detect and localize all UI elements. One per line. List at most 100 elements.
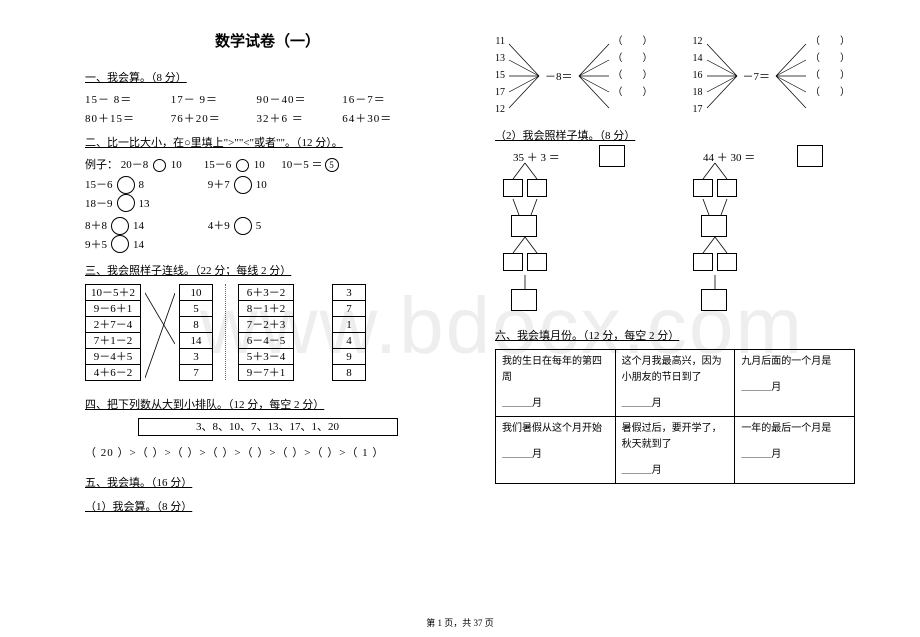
table-cell: 10 (179, 284, 213, 301)
cmp-right: 5 (256, 220, 262, 232)
sec1-row2: 80＋15＝ 76＋20＝ 32＋6 ＝ 64＋30＝ (85, 110, 450, 126)
sec1-row1: 15－ 8＝ 17－ 9＝ 90－40＝ 16－7＝ (85, 91, 450, 107)
match-lines-right (298, 284, 328, 380)
cmp-left: 4＋9 (208, 220, 230, 232)
table-cell: 14 (179, 332, 213, 349)
branch-result: （ ） (810, 85, 850, 100)
sec6-heading: 六、我会填月份。（12 分，每空 2 分） (495, 327, 855, 343)
sec2-example: 例子： 20－8 10 15－6 10 10－5 ＝5 (85, 156, 450, 172)
cmp-right: 14 (133, 220, 144, 232)
table-cell: 7－2＋3 (238, 316, 294, 333)
eq: 15－ 8＝ (85, 91, 167, 107)
cmp-left: 15－6 (204, 159, 232, 171)
branch-result: （ ） (810, 34, 850, 49)
cmp-left: 18－9 (85, 198, 113, 210)
month-table: 我的生日在每年的第四周＿＿＿月 这个月我最高兴，因为小朋友的节日到了＿＿＿月 九… (495, 349, 855, 484)
compare-circle-icon (153, 159, 166, 172)
branch-num: 17 (693, 102, 703, 117)
eq: 76＋20＝ (171, 110, 253, 126)
answer-box (693, 179, 713, 197)
cmp-right: 14 (133, 239, 144, 251)
branch-2: 12 14 16 18 17 －7＝ (693, 34, 851, 117)
answer-box (717, 253, 737, 271)
cmp-right: 13 (139, 198, 150, 210)
table-cell: 我们暑假从这个月开始＿＿＿月 (496, 417, 616, 484)
answer-box (717, 179, 737, 197)
cmp-right: 10 (171, 159, 182, 171)
eq: 80＋15＝ (85, 110, 167, 126)
sec5-heading: 五、我会填。（16 分） (85, 474, 450, 490)
table-cell: 9－4＋5 (85, 348, 141, 365)
branch-num: 16 (693, 68, 703, 83)
branch-num: 11 (495, 34, 505, 49)
sec2-heading: 二、比一比大小，在○里填上">""<"或者""。（12 分）。 (85, 134, 450, 150)
table-cell: 3 (332, 284, 366, 301)
eq: 17－ 9＝ (171, 91, 253, 107)
match-left-a: 10－5＋2 9－6＋1 2＋7－4 7＋1－2 9－4＋5 4＋6－2 (85, 284, 141, 380)
branch-result (613, 102, 653, 117)
table-cell: 6＋3－2 (238, 284, 294, 301)
table-cell: 9－7＋1 (238, 364, 294, 381)
table-cell: 2＋7－4 (85, 316, 141, 333)
branch-op: －8＝ (545, 68, 573, 84)
match-lines-left (145, 284, 175, 380)
sort-answer: （ 20 ）>（ ）>（ ）>（ ）>（ ）>（ ）>（ ）>（ 1 ） (85, 444, 450, 460)
table-cell: 6－4－5 (238, 332, 294, 349)
cmp-right: 10 (256, 179, 267, 191)
right-column: 11 13 15 17 12 －8＝ (465, 30, 870, 520)
table-cell: 5 (179, 300, 213, 317)
tree-diagrams: 35 ＋ 3 ＝ 44 ＋ 3 (495, 149, 855, 319)
table-cell: 7＋1－2 (85, 332, 141, 349)
table-cell: 九月后面的一个月是＿＿＿月 (735, 350, 855, 417)
compare-circle-icon (117, 176, 135, 194)
answer-box (527, 253, 547, 271)
cmp-left: 20－8 (121, 159, 149, 171)
table-cell: 9－6＋1 (85, 300, 141, 317)
branch-op: －7＝ (743, 68, 771, 84)
cmp-right: 8 (139, 179, 145, 191)
branch-result (810, 102, 850, 117)
branch-result: （ ） (613, 85, 653, 100)
table-cell: 8 (332, 364, 366, 381)
table-cell: 10－5＋2 (85, 284, 141, 301)
branch-result: （ ） (613, 68, 653, 83)
cmp-left: 15－6 (85, 179, 113, 191)
branch-result: （ ） (810, 51, 850, 66)
table-cell: 8 (179, 316, 213, 333)
eq: 16－7＝ (342, 91, 424, 107)
answer-box (693, 253, 713, 271)
eq: 90－40＝ (257, 91, 339, 107)
dotted-separator (225, 284, 226, 380)
table-cell: 4＋6－2 (85, 364, 141, 381)
answer-box (527, 179, 547, 197)
table-cell: 8－1＋2 (238, 300, 294, 317)
match-right-b: 3 7 1 4 9 8 (332, 284, 366, 380)
branch-lines-icon (772, 36, 808, 116)
table-cell: 7 (332, 300, 366, 317)
branch-diagrams: 11 13 15 17 12 －8＝ (495, 34, 855, 117)
compare-circle-icon (111, 235, 129, 253)
sec2-row2: 8＋8 14 4＋9 5 9＋5 14 (85, 217, 450, 254)
table-cell: 9 (332, 348, 366, 365)
cmp-left: 8＋8 (85, 220, 107, 232)
page: 数学试卷（一） 一、我会算。（8 分） 15－ 8＝ 17－ 9＝ 90－40＝… (0, 0, 920, 520)
branch-num: 17 (495, 85, 505, 100)
example-label: 例子： (85, 159, 118, 171)
compare-circle-icon (111, 217, 129, 235)
compare-circle-icon (234, 176, 252, 194)
table-cell: 7 (179, 364, 213, 381)
compare-circle-icon (236, 159, 249, 172)
match-right-a: 6＋3－2 8－1＋2 7－2＋3 6－4－5 5＋3－4 9－7＋1 (238, 284, 294, 380)
cmp-right: 10 (254, 159, 265, 171)
compare-circle-icon (234, 217, 252, 235)
cmp-left: 10－5 (281, 159, 309, 171)
cmp-left: 9＋5 (85, 239, 107, 251)
branch-num: 12 (693, 34, 703, 49)
branch-num: 14 (693, 51, 703, 66)
branch-result: （ ） (810, 68, 850, 83)
branch-lines-icon (705, 36, 741, 116)
table-cell: 一年的最后一个月是＿＿＿月 (735, 417, 855, 484)
answer-box (511, 215, 537, 237)
sec1-heading: 一、我会算。（8 分） (85, 69, 450, 85)
table-cell: 5＋3－4 (238, 348, 294, 365)
